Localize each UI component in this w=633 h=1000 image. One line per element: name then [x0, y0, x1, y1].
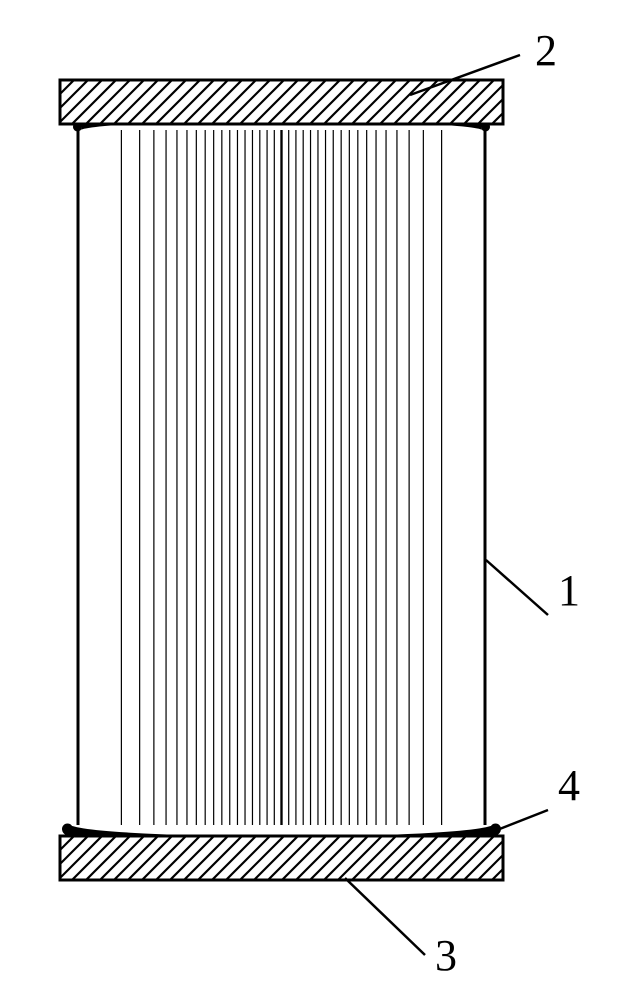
callout-label-4: 4	[558, 761, 580, 810]
callout-label-3: 3	[435, 931, 457, 980]
callout-label-2: 2	[535, 26, 557, 75]
callout-label-1: 1	[558, 566, 580, 615]
